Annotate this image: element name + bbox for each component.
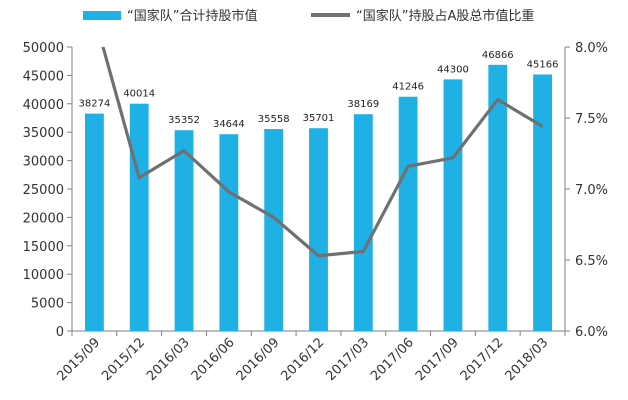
- left-axis-ticks: 0 5000 10000 15000 20000 25000 30000 35000 40000…: [23, 41, 64, 340]
- x-tick-label: 2017/03: [323, 335, 372, 384]
- left-tick-label: 30000: [23, 155, 64, 170]
- bar: [219, 134, 239, 331]
- x-axis-ticks: 2015/092015/122016/032016/062016/092016/…: [54, 335, 551, 384]
- bar-data-label: 35352: [168, 115, 200, 126]
- left-tick-label: 25000: [23, 183, 64, 198]
- legend-line-label: “国家队”持股占A股总市值比重: [356, 8, 534, 24]
- legend: “国家队”合计持股市值 “国家队”持股占A股总市值比重: [83, 8, 534, 24]
- bar-data-label: 35701: [303, 113, 335, 124]
- bar-data-labels: 38274 40014 35352 34644 35558 35701 38169 41246…: [79, 50, 559, 130]
- x-tick-label: 2017/12: [458, 335, 507, 384]
- bar-data-label: 44300: [437, 64, 469, 75]
- bar: [398, 96, 418, 331]
- left-tick-label: 35000: [23, 126, 64, 141]
- right-tick-label: 7.5%: [575, 112, 608, 127]
- x-tick-label: 2015/12: [99, 335, 148, 384]
- left-tick-label: 5000: [31, 297, 64, 312]
- line-path: [101, 47, 544, 258]
- x-tick-label: 2016/09: [234, 335, 283, 384]
- x-tick-label: 2018/03: [503, 335, 552, 384]
- bar-data-label: 35558: [258, 114, 290, 125]
- right-tick-label: 6.0%: [575, 325, 608, 340]
- bar: [309, 128, 328, 331]
- left-tick-label: 20000: [23, 211, 64, 226]
- left-tick-label: 40000: [23, 98, 64, 113]
- left-tick-label: 10000: [23, 268, 64, 283]
- left-tick-label: 0: [56, 325, 64, 340]
- bar-data-label: 38169: [347, 99, 379, 110]
- bar-data-label: 40014: [123, 89, 155, 100]
- right-tick-label: 6.5%: [575, 254, 608, 269]
- legend-bar-label: “国家队”合计持股市值: [127, 8, 257, 24]
- bar: [264, 129, 284, 331]
- legend-bar-swatch: [83, 11, 121, 20]
- left-tick-label: 50000: [23, 41, 64, 56]
- left-tick-label: 15000: [23, 240, 64, 255]
- bar-data-label: 45166: [527, 59, 559, 70]
- bar: [353, 114, 373, 332]
- bar: [488, 64, 508, 331]
- x-tick-label: 2017/06: [368, 335, 417, 384]
- bar-data-label: 38274: [79, 99, 111, 110]
- bar: [443, 79, 463, 331]
- x-tick-label: 2016/06: [189, 335, 238, 384]
- bar-data-label: 34644: [213, 119, 245, 130]
- left-tick-label: 45000: [23, 69, 64, 84]
- line-series: [101, 47, 544, 258]
- x-tick-label: 2015/09: [54, 335, 103, 384]
- right-tick-label: 8.0%: [575, 41, 608, 56]
- bar-data-label: 41246: [392, 82, 424, 93]
- right-tick-label: 7.0%: [575, 183, 608, 198]
- x-tick-label: 2017/09: [413, 335, 462, 384]
- bar: [533, 74, 553, 331]
- bar: [129, 103, 149, 331]
- bar-series: [84, 64, 553, 332]
- right-axis-ticks: 6.0% 6.5% 7.0% 7.5% 8.0%: [575, 41, 608, 340]
- x-tick-label: 2016/03: [144, 335, 193, 384]
- bar: [174, 130, 194, 331]
- x-tick-label: 2016/12: [279, 335, 328, 384]
- bar: [84, 113, 104, 331]
- bar-data-label: 46866: [482, 50, 514, 61]
